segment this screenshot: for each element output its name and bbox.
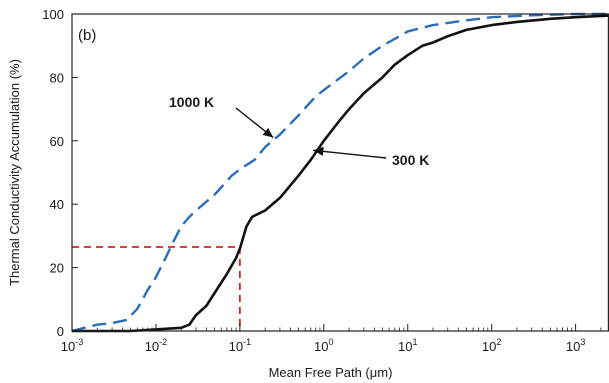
annotation-arrow-300k-head [313, 146, 324, 156]
annotation-arrows [235, 107, 387, 159]
panel-label: (b) [78, 27, 96, 44]
ticks-layer: 0 20 40 60 80 100 10-3 10-2 10-1 100 101 102 103 [42, 7, 602, 354]
x-axis-title: Mean Free Path (μm) [269, 365, 393, 380]
y-axis-title: Thermal Conductivity Accumulation (%) [7, 59, 22, 286]
series-line-1000k [71, 12, 609, 333]
x-tick-label: 10-2 [145, 337, 167, 354]
y-tick-label: 100 [42, 7, 64, 22]
y-tick-label: 80 [50, 70, 64, 85]
annotation-300k: 300 K [392, 152, 429, 168]
series-line-300k [72, 14, 609, 333]
reference-lines [72, 246, 241, 331]
annotation-1000k: 1000 K [169, 94, 214, 110]
x-tick-label: 101 [398, 337, 417, 354]
plot-frame [71, 13, 609, 332]
x-tick-label: 10-3 [61, 337, 83, 354]
x-tick-label: 10-1 [229, 337, 251, 354]
y-tick-label: 40 [50, 197, 64, 212]
x-tick-label: 102 [482, 337, 501, 354]
x-tick-label: 103 [566, 337, 585, 354]
annotation-arrow-1000k-head [262, 127, 274, 138]
y-tick-label: 20 [50, 261, 64, 276]
x-tick-label: 100 [314, 337, 333, 354]
y-tick-label: 0 [57, 324, 64, 339]
annotation-arrow-300k-shaft [313, 149, 387, 159]
series-layer [71, 12, 609, 333]
y-tick-label: 60 [50, 134, 64, 149]
